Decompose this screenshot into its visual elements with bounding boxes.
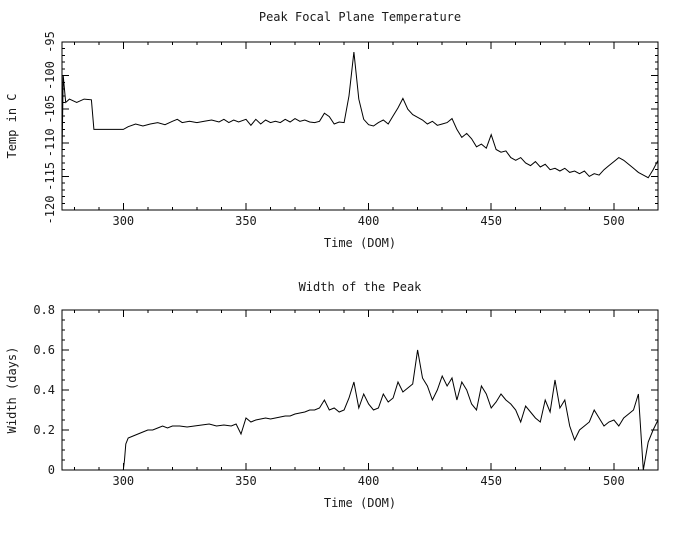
width-chart: Width of the Peak Time (DOM) Width (days… [5,280,659,510]
x-tick-label: 350 [235,214,257,228]
width-x-axis-label: Time (DOM) [324,496,396,510]
tick-marks [62,309,658,471]
y-tick-label: -100 [43,61,57,90]
tick-marks [62,41,658,211]
y-tick-label: 0.6 [33,343,55,357]
y-tick-label: -120 [43,196,57,225]
width-y-axis-label: Width (days) [5,347,19,434]
temperature-y-axis-label: Temp in C [5,93,19,158]
x-tick-label: 300 [112,474,134,488]
temperature-plot-area: 300 350 400 450 500 -120 -115 -110 -105 -100 -95 [43,31,659,228]
tick-labels: 300 350 400 450 500 -120 -115 -110 -105 -100 -95 [43,31,625,228]
x-tick-label: 400 [358,214,380,228]
y-tick-label: 0.8 [33,303,55,317]
y-tick-label: 0 [48,463,55,477]
x-tick-label: 500 [603,474,625,488]
temperature-chart-title: Peak Focal Plane Temperature [259,10,461,24]
tick-labels: 300 350 400 450 500 0 0.2 0.4 0.6 0.8 [33,303,624,488]
width-chart-title: Width of the Peak [299,280,423,294]
x-tick-label: 300 [112,214,134,228]
y-tick-label: -115 [43,162,57,191]
data-series-line [61,52,659,179]
x-tick-label: 350 [235,474,257,488]
temperature-chart: Peak Focal Plane Temperature Time (DOM) … [5,10,659,250]
y-tick-label: 0.4 [33,383,55,397]
width-plot-area: 300 350 400 450 500 0 0.2 0.4 0.6 0.8 [33,303,659,488]
y-tick-label: -95 [43,31,57,53]
x-tick-label: 400 [358,474,380,488]
x-tick-label: 450 [480,474,502,488]
plot-frame [61,41,659,211]
plot-frame [61,309,659,471]
data-series-line [122,349,659,471]
x-tick-label: 450 [480,214,502,228]
y-tick-label: -110 [43,128,57,157]
y-tick-label: 0.2 [33,423,55,437]
y-tick-label: -105 [43,95,57,124]
temperature-x-axis-label: Time (DOM) [324,236,396,250]
x-tick-label: 500 [603,214,625,228]
